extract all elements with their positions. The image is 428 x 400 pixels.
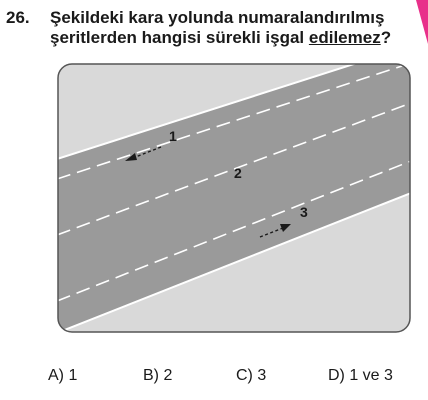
- question-number: 26.: [6, 8, 30, 28]
- option-c[interactable]: C) 3: [236, 367, 266, 385]
- road-figure: 1 2 3: [57, 63, 411, 333]
- option-a[interactable]: A) 1: [48, 367, 77, 385]
- question-text-after: ?: [381, 28, 391, 47]
- question-text-underlined: edilemez: [309, 28, 381, 47]
- lane-label-2: 2: [234, 165, 242, 181]
- corner-mark-decoration: [416, 0, 428, 44]
- answer-options: A) 1 B) 2 C) 3 D) 1 ve 3: [0, 367, 428, 391]
- question-text: Şekildeki kara yolunda numaralandırılmış…: [50, 8, 420, 48]
- option-b[interactable]: B) 2: [143, 367, 172, 385]
- lane-label-3: 3: [300, 204, 308, 220]
- lane-label-1: 1: [169, 128, 177, 144]
- option-d[interactable]: D) 1 ve 3: [328, 367, 393, 385]
